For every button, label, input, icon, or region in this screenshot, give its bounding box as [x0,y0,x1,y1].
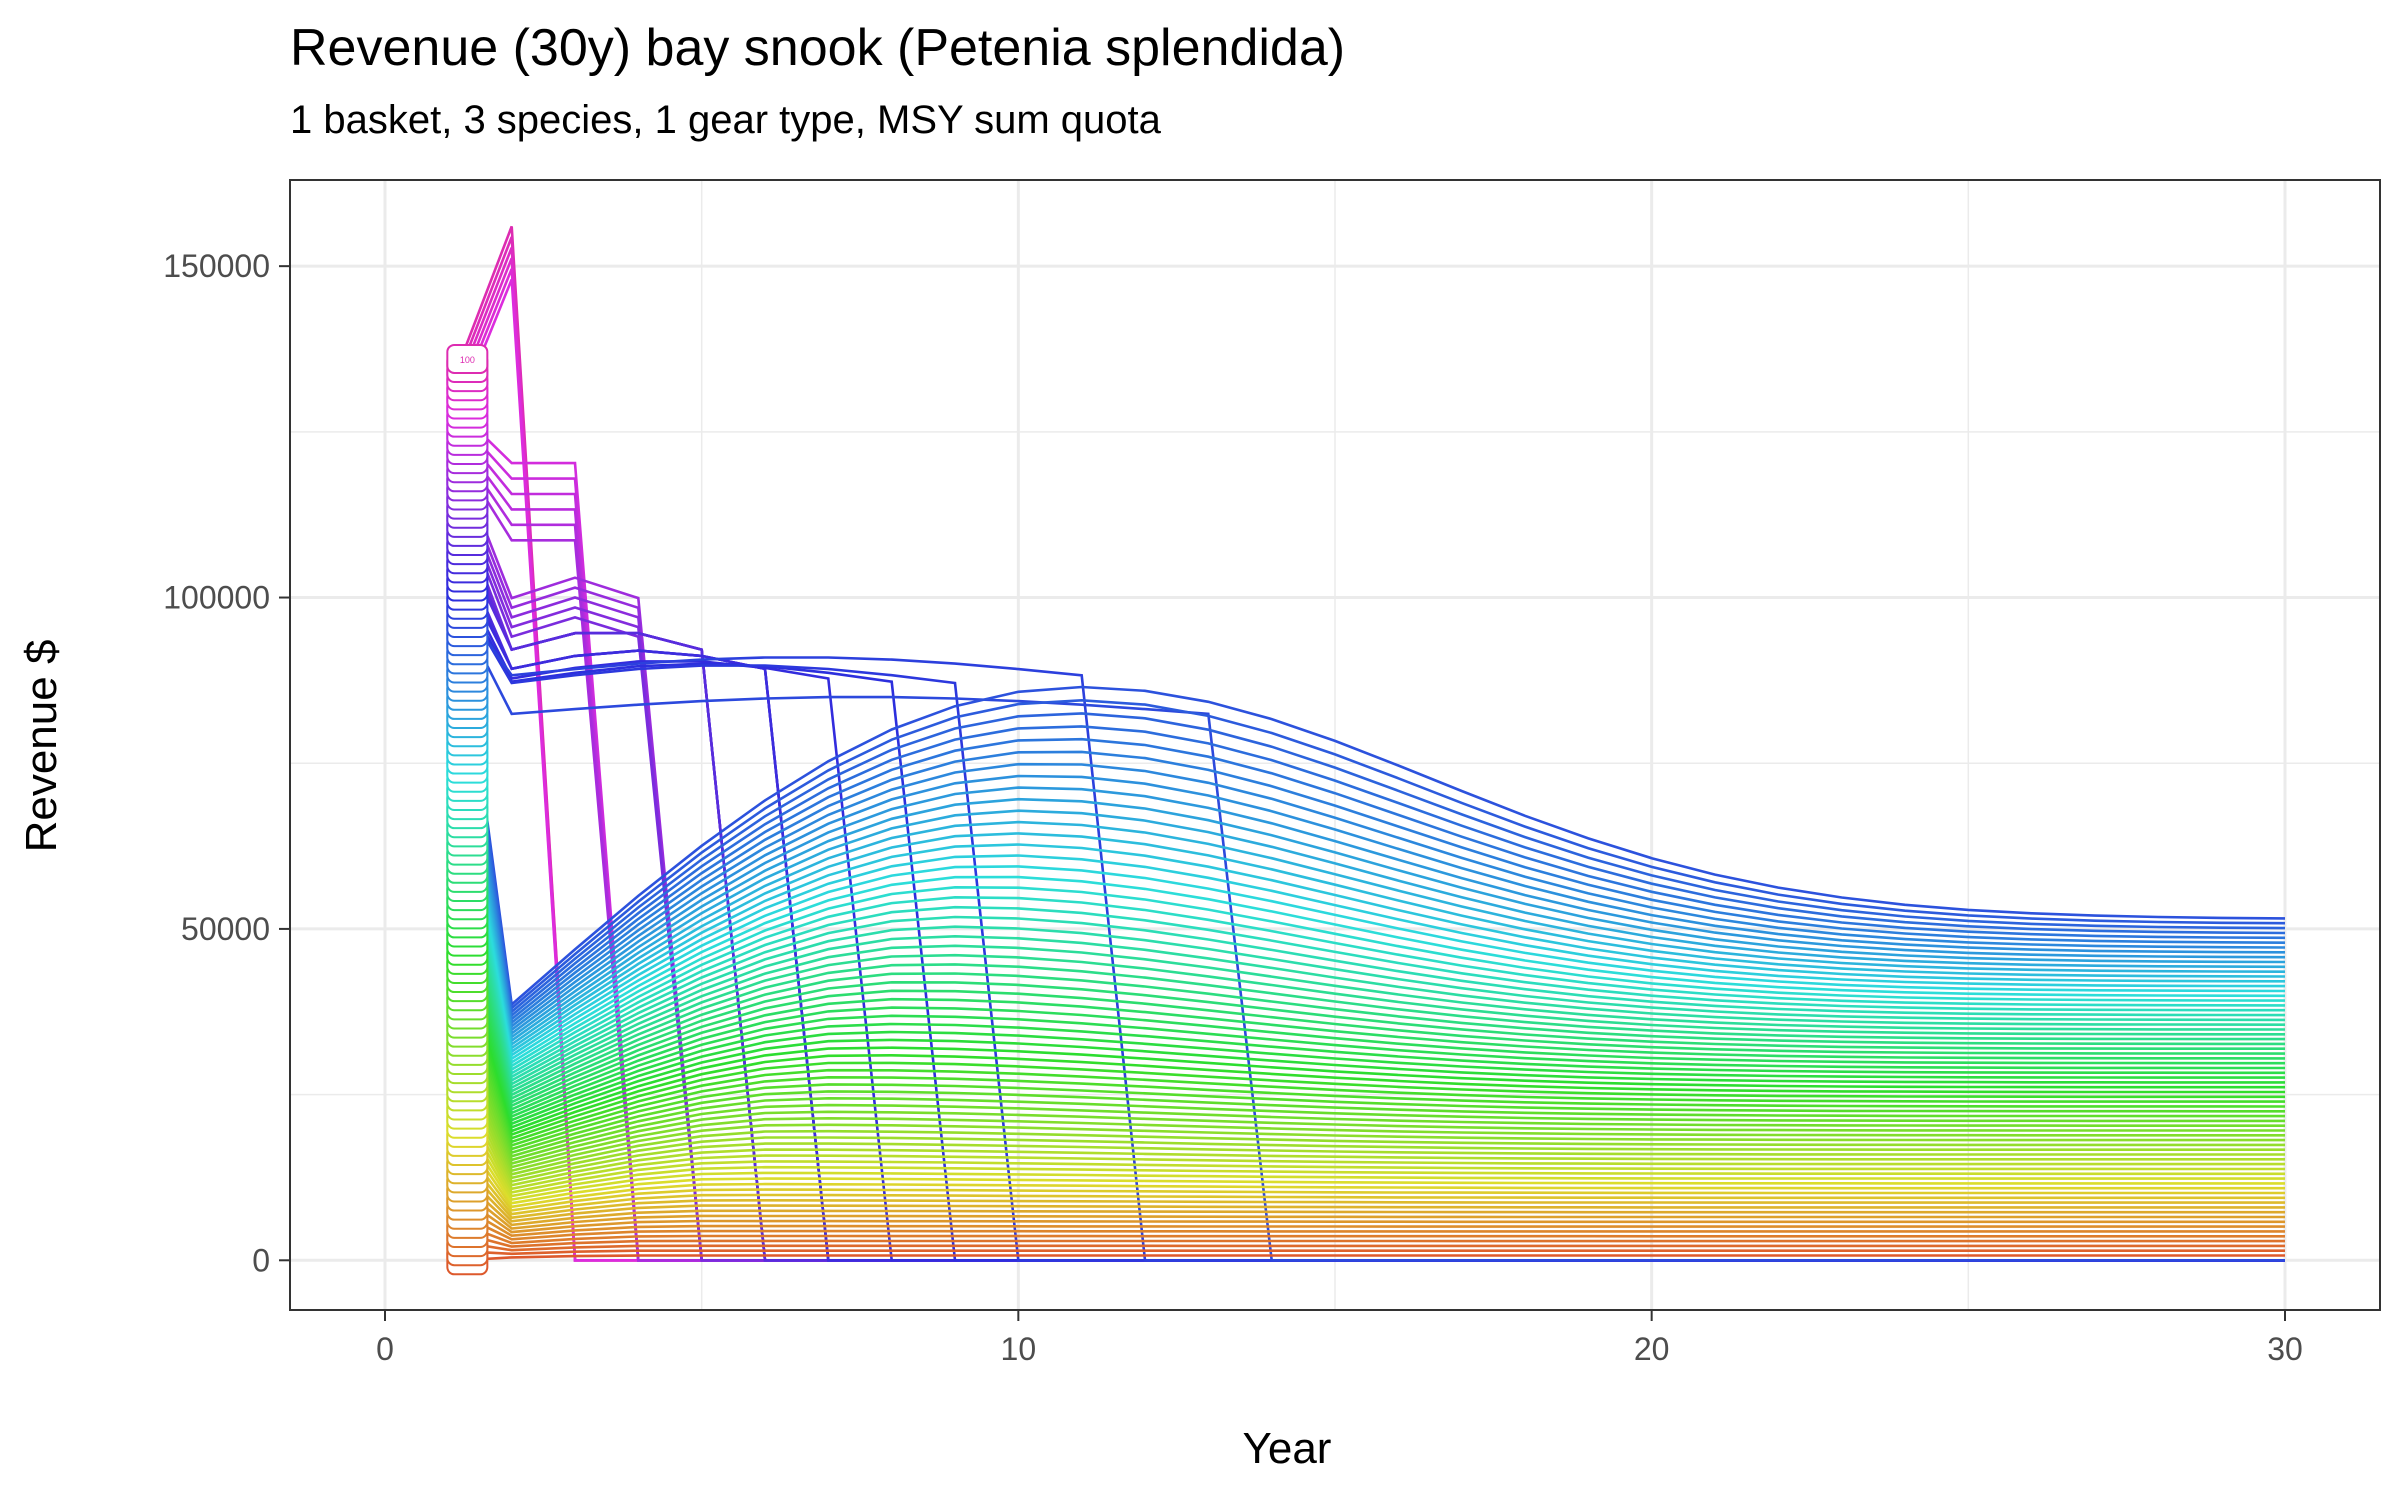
series-line [459,1150,2285,1216]
series-line [459,886,2286,1112]
series-line [459,1059,2285,1180]
series-line [459,1050,2285,1176]
y-tick-label: 100000 [163,580,270,616]
series-line [460,1213,2285,1241]
x-tick-label: 10 [1001,1331,1037,1367]
series-line [459,977,2286,1148]
x-tick-label: 0 [376,1331,394,1367]
series-line [459,877,2286,1108]
series-line [460,1254,2285,1262]
series-line [460,1249,2285,1256]
series-line [459,1104,2285,1198]
series-line [459,1077,2285,1187]
series-line [459,859,2285,1101]
series-line [459,713,2286,1043]
series-line [460,1195,2285,1234]
series-line [459,741,2286,1054]
series-line [459,677,2286,1029]
series-line [460,1186,2285,1230]
series-line [459,1086,2285,1191]
series-line [460,1231,2285,1248]
series-line [459,804,2286,1079]
chart-subtitle: 1 basket, 3 species, 1 gear type, MSY su… [290,98,1161,142]
series-line [459,941,2285,1133]
series-line [459,895,2285,1115]
x-tick-label: 20 [1634,1331,1670,1367]
series-line [459,904,2285,1119]
series-line [459,1132,2285,1209]
series-end-labels: 100 [446,343,489,1276]
series-line [459,813,2286,1083]
series-line [459,841,2285,1094]
series-line [459,622,2286,1008]
series-line [459,604,2285,1262]
series-line [459,1032,2285,1169]
series-line [459,722,2286,1047]
highlighted-series-label: 100 [460,355,475,365]
series-line [459,659,2286,1022]
series-line [459,668,2286,1026]
x-axis-label: Year [1242,1424,1332,1473]
series-line [459,695,2286,1036]
series-start-label [446,343,489,374]
plot-panel-border [289,179,2381,1311]
series-line [459,786,2286,1072]
chart-title: Revenue (30y) bay snook (Petenia splendi… [290,19,1346,77]
x-axis-ticks: 0 10 20 30 [376,1310,2303,1367]
series-line [459,768,2286,1065]
series-line [459,750,2286,1058]
series-line [460,1168,2285,1223]
series-line [459,913,2285,1122]
series-line [459,1041,2285,1173]
series-line [459,777,2286,1068]
series-line [459,868,2285,1104]
series-line [460,1159,2285,1220]
series-line [459,759,2286,1061]
series-line [459,650,2286,1018]
series-line [459,595,2285,1262]
series-line [459,995,2285,1155]
series-line [460,1240,2285,1252]
series-line [459,731,2286,1051]
series-line [459,1123,2285,1205]
series-line [459,932,2285,1130]
series-line [460,1204,2285,1238]
series-line [459,850,2285,1097]
series-line [459,1068,2285,1183]
series-line [459,631,2286,1011]
series-line [459,950,2285,1137]
series-line [459,641,2286,1015]
series-lines [459,225,2286,1262]
series-line [459,959,2285,1140]
series-line [459,923,2285,1126]
series-line [459,968,2285,1144]
series-line [459,540,2285,1262]
series-line [459,1113,2285,1202]
series-line [460,1222,2285,1245]
y-axis-ticks: 0 50000 100000 150000 [163,248,290,1278]
x-tick-label: 30 [2267,1331,2303,1367]
series-line [459,686,2286,1033]
series-line [459,986,2285,1151]
series-line [459,832,2286,1090]
series-line [459,1141,2285,1212]
series-line [460,1177,2285,1227]
y-tick-label: 0 [252,1242,270,1278]
y-tick-label: 150000 [163,248,270,284]
series-line [459,795,2285,1076]
series-line [459,476,2285,1262]
series-line [459,704,2286,1040]
y-tick-label: 50000 [181,911,270,947]
series-line [459,1023,2285,1166]
series-line [459,1095,2285,1194]
series-line [459,576,2285,1262]
series-line [459,823,2286,1086]
series-line [459,1004,2285,1158]
series-line [459,1014,2285,1162]
